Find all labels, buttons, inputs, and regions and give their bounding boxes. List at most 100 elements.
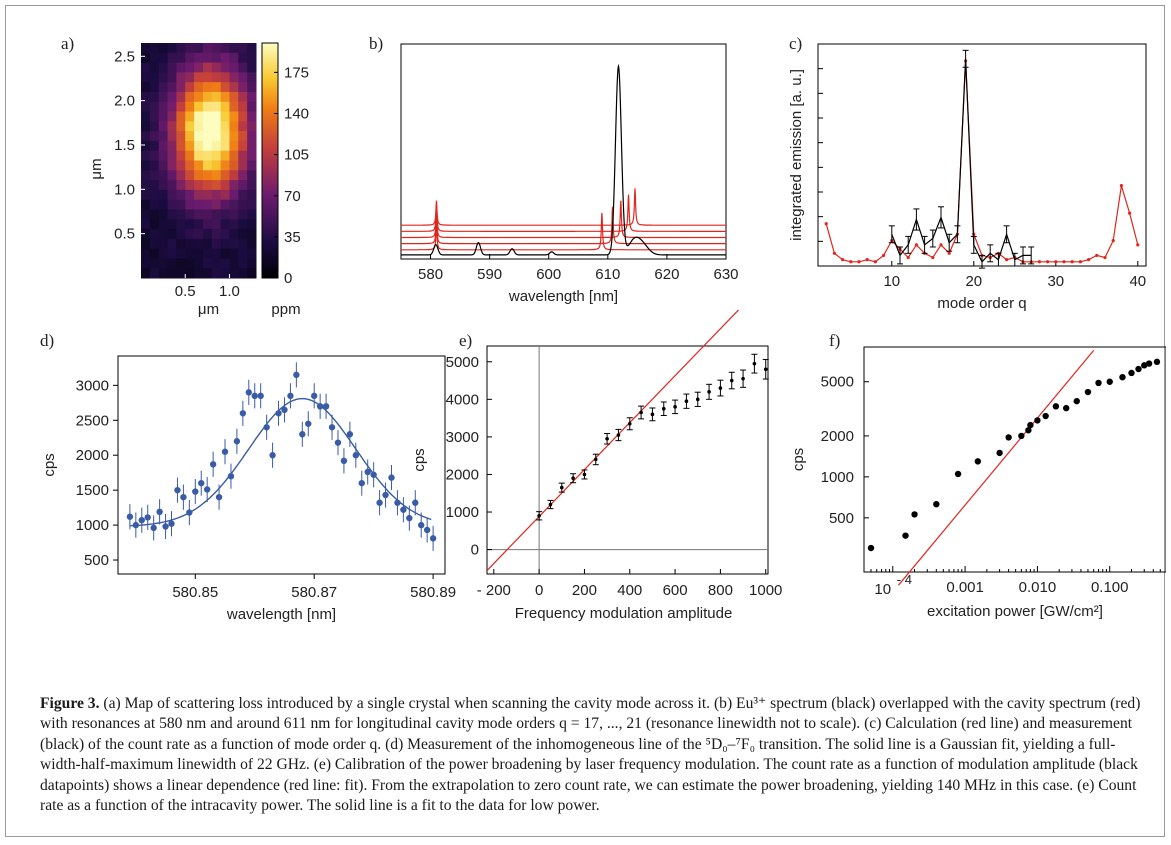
heatmap-cell [176, 150, 186, 161]
heatmap-cell [158, 111, 169, 122]
heatmap-cell [229, 82, 239, 93]
heatmap-cell [185, 219, 195, 230]
calculation-point [1119, 184, 1123, 188]
heatmap-cell [167, 258, 177, 269]
x-tick-label: 590 [477, 266, 502, 283]
heatmap-cell [229, 72, 239, 83]
panel-label-f: f) [829, 331, 840, 350]
data-point [126, 513, 134, 520]
heatmap-cell [158, 199, 169, 210]
data-point [412, 499, 419, 506]
y-tick-label: 1000 [821, 469, 854, 486]
heatmap-cell [149, 150, 160, 161]
heatmap-cell [220, 209, 230, 220]
heatmap-cell [211, 150, 222, 161]
heatmap-cell [247, 62, 257, 73]
heatmap-cell [176, 229, 186, 240]
data-point [132, 521, 140, 529]
calculation-point [931, 255, 935, 260]
x-axis-label: μm [198, 301, 219, 318]
data-point [537, 513, 541, 518]
data-point [352, 452, 360, 459]
data-point [1062, 404, 1070, 412]
heatmap-cell [220, 111, 230, 122]
heatmap-cell [176, 160, 186, 171]
panel-label-c: c) [789, 34, 802, 53]
data-point [650, 412, 655, 417]
data-point [418, 521, 425, 529]
data-point [144, 514, 151, 521]
heatmap-cell [194, 91, 204, 103]
heatmap-cell [158, 258, 169, 269]
data-point [1005, 434, 1012, 441]
heatmap-cell [167, 43, 177, 54]
x-tick-label: 630 [713, 266, 738, 283]
heatmap-cell [247, 199, 257, 210]
heatmap-cell [141, 140, 151, 152]
heatmap-cell [158, 248, 169, 259]
y-tick-label: 2500 [76, 412, 109, 429]
heatmap-cell [158, 180, 169, 191]
heatmap-cell [141, 43, 151, 54]
heatmap-cell [158, 43, 169, 54]
y-axis-label: cps [790, 448, 807, 471]
heatmap-cell [185, 268, 195, 279]
heatmap-cell [238, 101, 248, 113]
data-point [162, 523, 169, 530]
x-tick-label: 580.85 [172, 584, 218, 601]
heatmap-cell [149, 111, 160, 122]
calculation-point [914, 243, 919, 247]
heatmap-cell [194, 180, 204, 191]
heatmap-cell [220, 101, 230, 113]
heatmap-cell [202, 180, 213, 191]
heatmap-cell [167, 131, 177, 142]
data-point [639, 410, 643, 415]
calculation-point [873, 260, 878, 264]
heatmap-cell [185, 180, 195, 191]
cavity-spectrum-line [401, 188, 726, 226]
heatmap-cell [202, 248, 213, 259]
heatmap-cell [185, 111, 195, 122]
heatmap-cell [185, 189, 195, 201]
heatmap-cell [167, 189, 177, 201]
heatmap-cell [167, 219, 177, 230]
colorbar-tick-label: 70 [284, 188, 301, 205]
heatmap-cell [149, 140, 160, 152]
data-point [334, 439, 342, 446]
y-tick-label: 500 [84, 552, 109, 569]
y-tick-label: 1500 [76, 482, 109, 499]
calculation-point [1070, 260, 1074, 264]
heatmap-cell [194, 131, 204, 142]
heatmap-cell [238, 180, 248, 191]
heatmap-cell [202, 219, 213, 230]
heatmap-cell [220, 199, 230, 210]
heatmap-cell [220, 170, 230, 181]
data-point [1119, 373, 1126, 381]
heatmap-cell [238, 199, 248, 210]
y-tick-label: 0 [471, 542, 479, 559]
data-point [1034, 417, 1041, 424]
heatmap-cell [167, 199, 177, 210]
data-point [548, 502, 553, 507]
heatmap-cell [202, 170, 213, 181]
calculation-point [1111, 239, 1115, 243]
y-tick-label: 2000 [446, 466, 479, 483]
heatmap-cell [211, 52, 222, 64]
calculation-point [1136, 243, 1140, 247]
data-point [245, 389, 252, 396]
heatmap-cell [149, 268, 160, 279]
heatmap-cell [158, 101, 169, 113]
x-tick-label: 600 [536, 266, 561, 283]
data-point [571, 476, 575, 481]
data-point [215, 493, 223, 501]
heatmap-cell [194, 72, 204, 83]
y-tick-label: 3000 [76, 377, 109, 394]
data-point [299, 431, 306, 438]
heatmap-cell [167, 52, 177, 64]
y-tick-label: 5000 [446, 354, 479, 371]
heatmap-cell [238, 170, 248, 181]
cavity-spectrum-line [401, 206, 726, 245]
heatmap-cell [229, 180, 239, 191]
heatmap-cell [238, 248, 248, 259]
x-tick-label: 620 [654, 266, 679, 283]
